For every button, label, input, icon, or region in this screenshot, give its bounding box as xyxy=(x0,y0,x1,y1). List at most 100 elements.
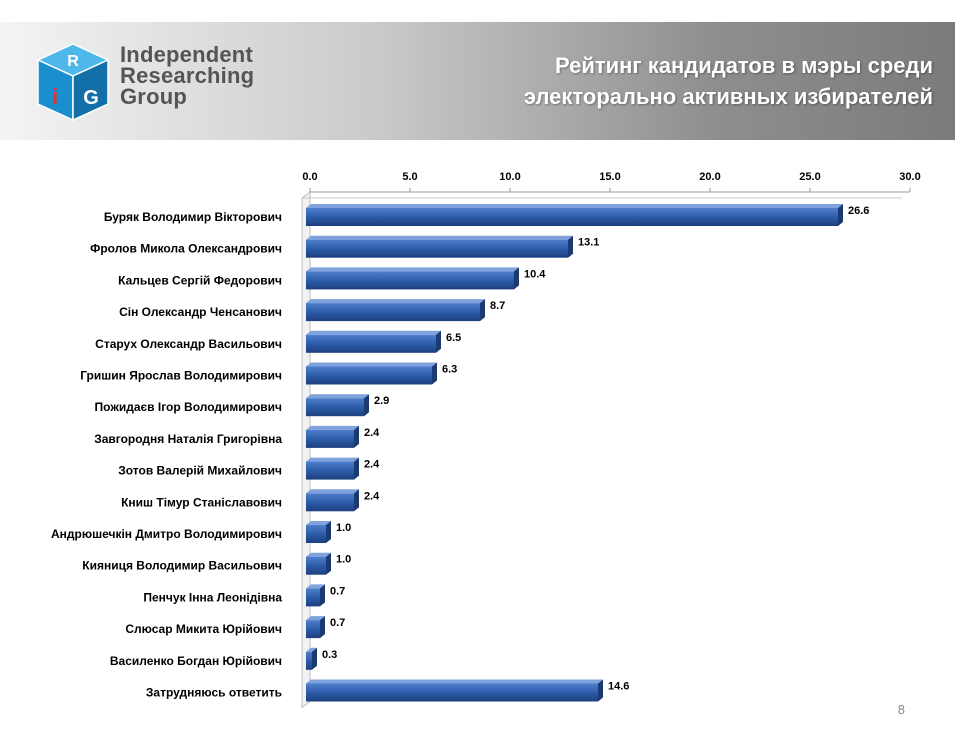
bar-end-face xyxy=(312,647,317,670)
category-label: Кияниця Володимир Васильович xyxy=(82,559,282,573)
bar-value-label: 6.3 xyxy=(442,364,457,376)
bar xyxy=(306,556,326,575)
bar-top-face xyxy=(306,584,325,589)
slide-header: R i G Independent Researching Group Рейт… xyxy=(0,22,955,140)
title-line-1: Рейтинг кандидатов в мэры среди xyxy=(554,53,933,78)
bar-top-face xyxy=(306,425,359,430)
bar-group: 6.5 Старух Олександр Васильович xyxy=(95,330,461,353)
x-tick-label: 0.0 xyxy=(302,171,317,183)
category-label: Пожидаєв Ігор Володимирович xyxy=(95,400,282,414)
bar xyxy=(306,525,326,543)
bar-top-face xyxy=(306,552,331,557)
bar-top-face xyxy=(306,394,369,399)
bar-value-label: 14.6 xyxy=(608,681,629,693)
bar-group: 2.4 Завгородня Наталія Григорівна xyxy=(94,425,380,448)
bar-value-label: 2.9 xyxy=(374,395,389,407)
category-label: Слюсар Микита Юрійович xyxy=(125,622,282,636)
bar-end-face xyxy=(320,616,325,639)
bar-group: 0.7 Слюсар Микита Юрійович xyxy=(125,616,345,639)
bar-top-face xyxy=(306,489,359,494)
x-tick-label: 5.0 xyxy=(402,171,417,183)
bar xyxy=(306,398,364,417)
bar xyxy=(306,620,320,639)
bar-end-face xyxy=(354,457,359,480)
bar xyxy=(306,429,354,448)
bar-group: 0.7 Пенчук Інна Леонідівна xyxy=(143,584,345,607)
x-tick-label: 15.0 xyxy=(599,171,620,183)
category-label: Книш Тімур Станіславович xyxy=(121,495,282,509)
bar-end-face xyxy=(568,235,573,258)
bar xyxy=(306,271,514,290)
bar-value-label: 2.4 xyxy=(364,490,380,502)
bar-group: 0.3 Василенко Богдан Юрійович xyxy=(110,647,337,670)
x-tick-label: 25.0 xyxy=(799,171,820,183)
bar-end-face xyxy=(514,267,519,290)
bar-end-face xyxy=(480,299,485,322)
bar-top-face xyxy=(306,616,325,621)
bar-group: 1.0 Андрюшечкін Дмитро Володимирович xyxy=(51,521,351,543)
bar-group: 2.9 Пожидаєв Ігор Володимирович xyxy=(95,394,389,417)
bar-top-face xyxy=(306,299,485,304)
bar-value-label: 6.5 xyxy=(446,332,461,344)
bar xyxy=(306,683,598,702)
bar-top-face xyxy=(306,679,603,684)
bar-end-face xyxy=(838,204,843,226)
category-label: Буряк Володимир Вікторович xyxy=(104,210,282,224)
category-label: Зотов Валерій Михайлович xyxy=(118,464,282,478)
bar-group: 10.4 Кальцев Сергій Федорович xyxy=(118,267,546,290)
bar-group: 1.0 Кияниця Володимир Васильович xyxy=(82,552,351,575)
bar-value-label: 2.4 xyxy=(364,427,380,439)
bar-top-face xyxy=(306,330,441,335)
logo-line-1: Independent xyxy=(120,42,253,67)
category-label: Андрюшечкін Дмитро Володимирович xyxy=(51,527,282,541)
irg-logo: R i G Independent Researching Group xyxy=(28,38,268,128)
bar-top-face xyxy=(306,647,317,652)
bar-group: 13.1 Фролов Микола Олександрович xyxy=(90,235,599,258)
bar-end-face xyxy=(326,552,331,575)
bar-value-label: 0.7 xyxy=(330,617,345,629)
bar-top-face xyxy=(306,235,573,240)
bar-end-face xyxy=(354,489,359,512)
bar xyxy=(306,208,838,226)
category-label: Пенчук Інна Леонідівна xyxy=(143,590,282,604)
category-label: Затрудняюсь ответить xyxy=(146,686,282,700)
bar xyxy=(306,334,436,353)
bar-top-face xyxy=(306,267,519,272)
bar-end-face xyxy=(432,362,437,385)
bar-top-face xyxy=(306,457,359,462)
logo-line-3: Group xyxy=(120,84,187,109)
bar-top-face xyxy=(306,521,331,525)
bar-top-face xyxy=(306,204,843,208)
logo-line-2: Researching xyxy=(120,63,255,88)
bar-end-face xyxy=(354,425,359,448)
bar-value-label: 1.0 xyxy=(336,554,351,566)
page-number: 8 xyxy=(897,702,905,717)
bar-end-face xyxy=(598,679,603,702)
category-label: Фролов Микола Олександрович xyxy=(90,242,282,256)
bar xyxy=(306,366,432,385)
bar-end-face xyxy=(364,394,369,417)
svg-text:G: G xyxy=(83,87,99,109)
bar-value-label: 26.6 xyxy=(848,205,869,217)
category-label: Завгородня Наталія Григорівна xyxy=(94,432,282,446)
bar-end-face xyxy=(326,521,331,543)
bar xyxy=(306,239,568,258)
bar-end-face xyxy=(436,330,441,353)
x-tick-label: 20.0 xyxy=(699,171,720,183)
bar xyxy=(306,588,320,607)
bar-value-label: 8.7 xyxy=(490,300,505,312)
cube-logo-icon: R i G xyxy=(36,43,110,122)
logo-text: Independent Researching Group xyxy=(120,42,255,109)
title-line-2: электорально активных избирателей xyxy=(523,84,933,109)
svg-text:R: R xyxy=(67,53,79,70)
bar-value-label: 0.3 xyxy=(322,649,337,661)
bar xyxy=(306,461,354,480)
bar-value-label: 13.1 xyxy=(578,237,599,249)
bar-value-label: 0.7 xyxy=(330,585,345,597)
category-label: Гришин Ярослав Володимирович xyxy=(80,369,282,383)
bars-layer: 26.6 Буряк Володимир Вікторович 13.1 Фролов… xyxy=(51,204,869,702)
x-tick-label: 30.0 xyxy=(899,171,920,183)
bar-group: 14.6 Затрудняюсь ответить xyxy=(146,679,629,702)
category-label: Василенко Богдан Юрійович xyxy=(110,654,282,668)
bar-group: 6.3 Гришин Ярослав Володимирович xyxy=(80,362,457,385)
